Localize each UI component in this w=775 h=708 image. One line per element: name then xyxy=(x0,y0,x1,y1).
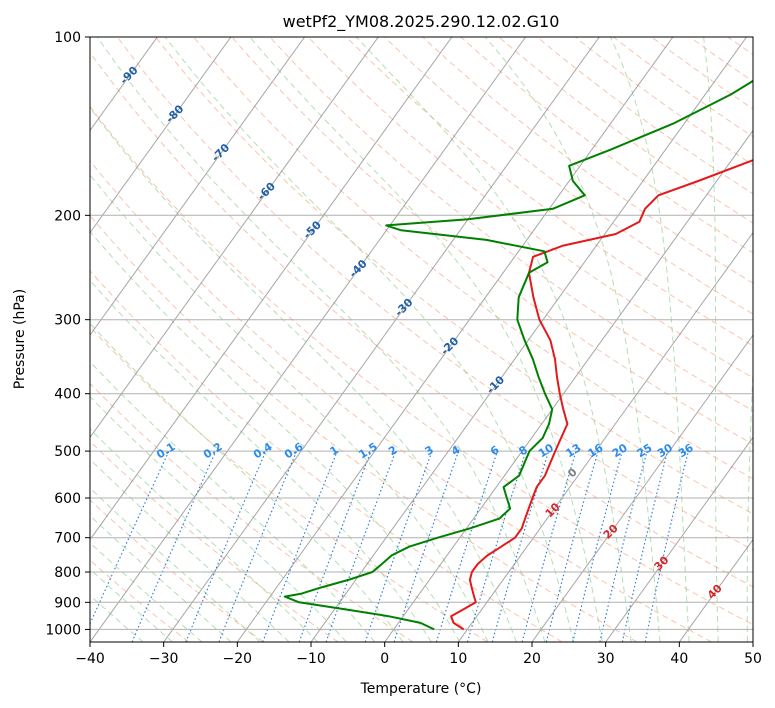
isotherm-line xyxy=(236,37,674,642)
isotherm-line xyxy=(605,436,753,642)
plot-frame xyxy=(89,36,754,643)
dry-adiabat-line xyxy=(574,37,753,166)
dry-adiabat-line xyxy=(460,37,753,254)
x-axis-label: Temperature (°C) xyxy=(360,681,482,697)
y-axis-label: Pressure (hPa) xyxy=(12,289,28,389)
mixing-ratio-line xyxy=(185,450,267,642)
isotherm-line xyxy=(90,37,453,541)
isotherm-line xyxy=(531,334,753,642)
moist-adiabat-line xyxy=(90,428,319,642)
dry-adiabat-line xyxy=(90,382,414,642)
mixing-ratio-line xyxy=(644,450,689,642)
moist-adiabat-line xyxy=(164,37,575,642)
moist-adiabat-line xyxy=(90,230,461,642)
isotherm-line xyxy=(90,37,306,336)
moist-adiabat-line xyxy=(90,594,144,642)
x-tick-label: −20 xyxy=(223,651,253,667)
mixing-ratio-line xyxy=(393,450,460,642)
y-tick-label: 1000 xyxy=(45,622,81,638)
mixing-ratio-line xyxy=(466,450,527,642)
dry-adiabat-line xyxy=(231,37,753,445)
moist-adiabat-line xyxy=(90,361,376,642)
isotherm-line xyxy=(457,231,753,642)
isotherm-line xyxy=(678,538,753,642)
y-tick-label: 400 xyxy=(54,387,81,403)
dry-adiabat-line xyxy=(90,499,264,642)
moist-adiabat-line xyxy=(90,322,404,642)
y-tick-label: 500 xyxy=(54,444,81,460)
y-tick-label: 600 xyxy=(54,491,81,507)
isotherm-line xyxy=(384,129,753,642)
mixing-ratio-line xyxy=(521,450,577,642)
y-tick-label: 100 xyxy=(54,30,81,46)
isotherm-line xyxy=(90,37,527,642)
isotherm-line xyxy=(90,37,379,439)
mixing-ratio-line xyxy=(131,450,217,642)
moist-adiabat-line xyxy=(746,361,753,642)
isotherm-line xyxy=(310,37,748,642)
mixing-ratio-line xyxy=(364,450,433,642)
moist-adiabat-line xyxy=(90,515,232,642)
x-tick-label: −10 xyxy=(296,651,326,667)
dry-adiabat-line xyxy=(90,326,488,642)
mixing-ratio-line xyxy=(621,450,669,642)
y-tick-label: 200 xyxy=(54,208,81,224)
x-tick-label: 30 xyxy=(597,651,615,667)
dry-adiabat-line xyxy=(269,37,753,412)
dry-adiabat-line xyxy=(90,160,712,642)
moist-adiabat-line xyxy=(249,37,603,642)
moist-adiabat-line xyxy=(90,487,261,642)
mixing-ratio-line xyxy=(90,450,170,626)
mixing-ratio-line xyxy=(491,450,550,642)
dry-adiabat-line xyxy=(90,214,638,642)
moist-adiabat-line xyxy=(90,458,290,642)
y-tick-label: 300 xyxy=(54,313,81,329)
dry-adiabat-line xyxy=(90,105,753,626)
moist-adiabat-line xyxy=(484,37,661,642)
x-tick-label: 0 xyxy=(380,651,389,667)
y-tick-label: 700 xyxy=(54,531,81,547)
x-tick-label: 50 xyxy=(744,651,762,667)
moist-adiabat-line xyxy=(90,568,173,642)
moist-adiabat-line xyxy=(96,37,546,642)
x-tick-label: 20 xyxy=(523,651,541,667)
moist-adiabat-line xyxy=(356,37,632,642)
dry-adiabat-line xyxy=(345,37,753,347)
dry-adiabat-line xyxy=(498,37,753,224)
dry-adiabat-line xyxy=(90,51,753,588)
moist-adiabat-line xyxy=(90,541,203,642)
x-tick-label: 40 xyxy=(670,651,688,667)
temperature-profile-line xyxy=(450,159,753,631)
mixing-ratio-line xyxy=(325,450,397,642)
isotherm-line xyxy=(163,37,600,642)
dry-adiabat-line xyxy=(116,37,753,551)
moist-adiabat-line xyxy=(703,37,719,642)
y-tick-label: 900 xyxy=(54,595,81,611)
y-tick-label: 800 xyxy=(54,565,81,581)
mixing-ratio-line xyxy=(435,450,498,642)
moist-adiabat-line xyxy=(610,37,690,642)
moist-adiabat-line xyxy=(90,106,517,642)
x-tick-label: −30 xyxy=(149,651,179,667)
dewpoint-profile-line xyxy=(283,79,753,631)
dry-adiabat-line xyxy=(155,37,753,515)
chart-title: wetPf2_YM08.2025.290.12.02.G10 xyxy=(283,12,560,32)
moist-adiabat-line xyxy=(90,395,347,642)
x-tick-label: 10 xyxy=(449,651,467,667)
mixing-ratio-line xyxy=(572,450,623,642)
dry-adiabat-line xyxy=(536,37,753,195)
isotherm-line xyxy=(90,37,232,234)
mixing-ratio-line xyxy=(599,450,648,642)
moist-adiabat-line xyxy=(90,279,432,642)
x-tick-label: −40 xyxy=(75,651,105,667)
dry-adiabat-line xyxy=(307,37,753,379)
